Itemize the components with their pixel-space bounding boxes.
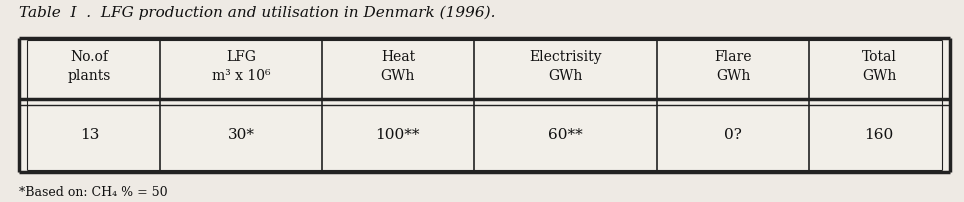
Text: 60**: 60** [549,128,583,142]
Text: Electrisity
GWh: Electrisity GWh [529,50,602,83]
Text: 30*: 30* [228,128,254,142]
Text: 160: 160 [865,128,894,142]
Text: Total
GWh: Total GWh [862,50,897,83]
Text: No.of
plants: No.of plants [67,50,111,83]
Text: *Based on: CH₄ % = 50: *Based on: CH₄ % = 50 [19,186,168,199]
Text: 13: 13 [80,128,99,142]
Text: 100**: 100** [376,128,420,142]
Text: LFG
m³ x 10⁶: LFG m³ x 10⁶ [212,50,270,83]
Bar [19,38,950,172]
Text: 0?: 0? [724,128,742,142]
Text: Heat
GWh: Heat GWh [381,50,415,83]
Text: Flare
GWh: Flare GWh [714,50,752,83]
Text: Table  I  .  LFG production and utilisation in Denmark (1996).: Table I . LFG production and utilisation… [19,6,495,20]
